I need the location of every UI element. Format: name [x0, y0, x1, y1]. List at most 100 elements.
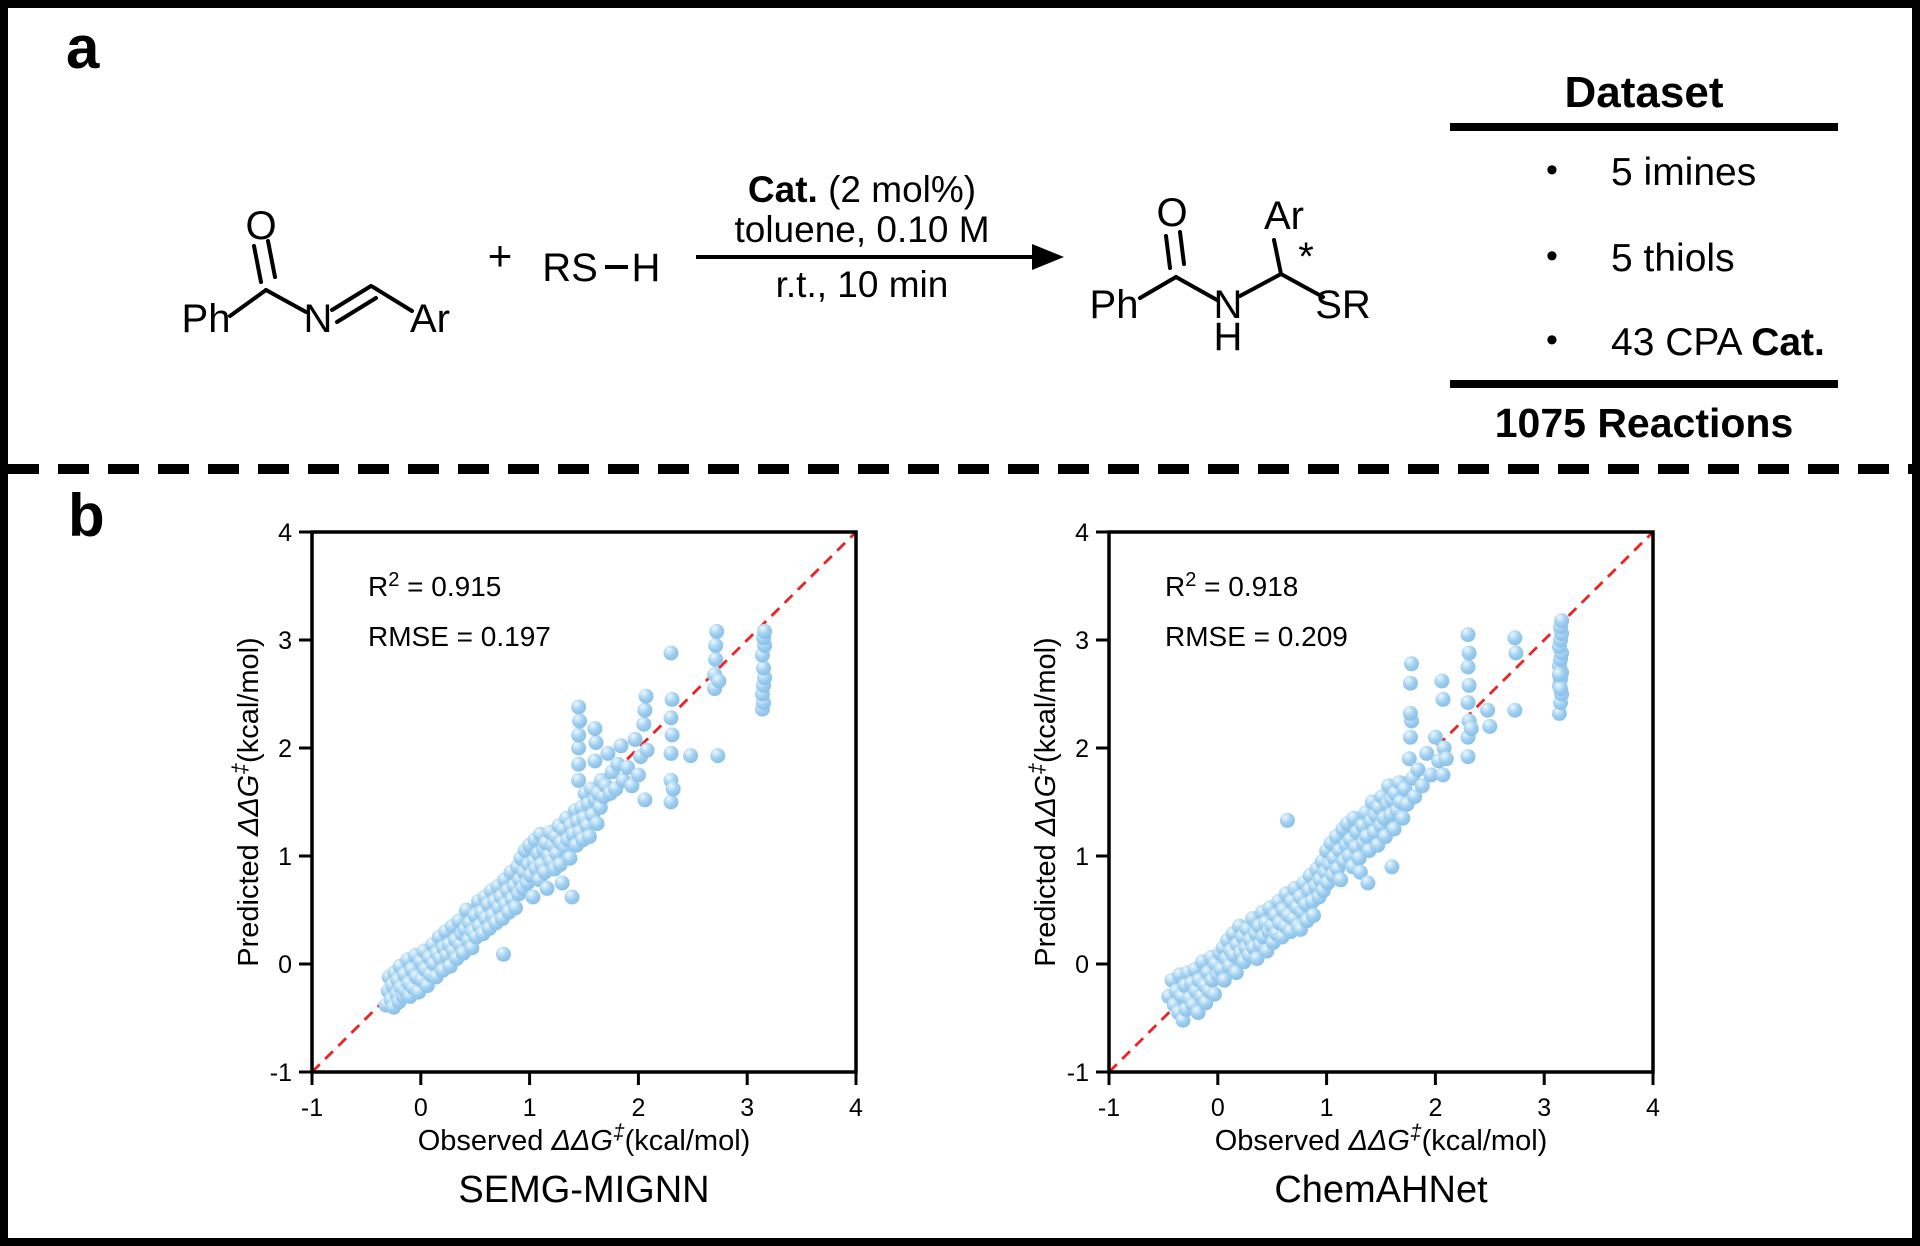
y-tick-label: 0: [1075, 951, 1089, 979]
scatter-point: [1482, 718, 1498, 734]
scatter-point: [709, 623, 725, 639]
x-axis-label: Observed ΔΔG‡(kcal/mol): [418, 1121, 751, 1157]
imine-n-label: N: [304, 297, 333, 341]
y-tick-label: -1: [270, 1059, 292, 1087]
identity-line: [311, 531, 857, 1073]
scatter-point: [620, 759, 635, 775]
x-tick-label: 1: [523, 1094, 537, 1122]
scatter-point: [1434, 673, 1450, 689]
x-tick-label: 2: [1428, 1094, 1442, 1122]
scatter-plot-chemahnet: -1 0 1 2 3 4 -1 0 1 2 3 4 R2 = 0.918 RMSE = 0.209 Obse…: [1026, 519, 1660, 1211]
thiol-h-label: H: [632, 246, 661, 290]
bullet-icon: •: [1546, 237, 1558, 275]
scatter-point: [1228, 965, 1244, 981]
scatter-point: [1401, 751, 1417, 767]
scatter-point: [1360, 875, 1376, 891]
scatter-points: [1161, 613, 1570, 1028]
y-tick-label: 0: [278, 951, 292, 979]
panel-a-label: a: [66, 14, 100, 81]
scatter-point: [636, 716, 652, 732]
scatter-point: [1352, 864, 1368, 880]
scatter-point: [1507, 630, 1523, 646]
scatter-point: [600, 745, 616, 761]
scatter-point: [1404, 656, 1419, 672]
scatter-point: [508, 900, 523, 916]
reaction-arrow: [696, 244, 1064, 270]
scatter-point: [1419, 745, 1435, 761]
scatter-point: [1306, 907, 1321, 923]
conditions-line1: Cat. (2 mol%): [748, 169, 976, 210]
scatter-point: [1407, 789, 1423, 805]
dataset-rule-top: [1450, 123, 1838, 131]
scatter-point: [525, 889, 541, 905]
y-tick-label: 3: [278, 627, 292, 655]
bullet-icon: •: [1546, 151, 1558, 189]
scatter-point: [571, 699, 587, 715]
reaction-scheme: Ph O N Ar + RS H Cat. (2 mol%) toluene, …: [182, 169, 1371, 359]
scatter-point: [613, 738, 629, 754]
conditions-line2: toluene, 0.10 M: [734, 209, 989, 250]
r2-stat: R2 = 0.915: [368, 569, 501, 602]
plot-title: ChemAHNet: [1274, 1169, 1488, 1211]
x-tick-label: -1: [1098, 1094, 1120, 1122]
scatter-point: [663, 645, 679, 661]
dataset-item-imines: • 5 imines: [1450, 149, 1838, 197]
scatter-point: [571, 727, 587, 743]
scatter-point: [496, 946, 511, 962]
scatter-point: [683, 748, 699, 764]
scatter-point: [624, 778, 640, 794]
y-axis-label: Predicted ΔΔG‡(kcal/mol): [229, 637, 265, 966]
y-tick-label: 4: [1075, 519, 1089, 547]
plot-box: [310, 530, 858, 1074]
product-nh-label: H: [1214, 315, 1243, 359]
scatter-point: [757, 623, 773, 639]
scatter-point: [1386, 821, 1402, 837]
imine-bonds: [228, 239, 414, 324]
scatter-point: [637, 792, 653, 808]
x-axis-label: Observed ΔΔG‡(kcal/mol): [1215, 1121, 1548, 1157]
scatter-point: [587, 721, 603, 737]
thiol-rs-label: RS: [542, 246, 598, 290]
panel-b-label: b: [68, 482, 105, 549]
product-sr-label: SR: [1315, 283, 1371, 327]
imine-o-label: O: [245, 204, 276, 248]
dataset-rule-bottom: [1450, 380, 1838, 388]
dataset-panel: Dataset • 5 imines • 5 thiols • 43 CPA C…: [1450, 55, 1838, 475]
scatter-point: [1395, 810, 1411, 826]
dataset-item-thiols: • 5 thiols: [1450, 235, 1838, 283]
scatter-point: [587, 753, 603, 769]
y-tick-label: 1: [1075, 843, 1089, 871]
scatter-point: [1402, 675, 1418, 691]
y-axis-label: Predicted ΔΔG‡(kcal/mol): [1026, 637, 1062, 966]
scatter-point: [637, 702, 653, 718]
scatter-point: [665, 781, 681, 797]
scatter-point: [1438, 751, 1454, 767]
scatter-point: [663, 794, 679, 810]
scatter-point: [1463, 721, 1479, 737]
product-ph-label: Ph: [1090, 283, 1139, 327]
arrow-head-icon: [1032, 244, 1064, 270]
scatter-point: [639, 742, 655, 758]
scatter-point: [571, 772, 587, 788]
y-tick-label: 2: [1075, 735, 1089, 763]
scatter-point: [708, 651, 724, 667]
scatter-point: [663, 745, 679, 761]
r2-stat: R2 = 0.918: [1165, 569, 1298, 602]
x-tick-label: 1: [1320, 1094, 1334, 1122]
dataset-title: Dataset: [1564, 68, 1724, 117]
scatter-point: [1402, 705, 1418, 721]
scatter-point: [581, 829, 597, 845]
y-tick-label: 4: [278, 519, 292, 547]
x-tick-label: -1: [301, 1094, 323, 1122]
conditions-below: r.t., 10 min: [776, 264, 949, 305]
scatter-point: [1207, 986, 1222, 1002]
scatter-point: [572, 713, 588, 729]
scatter-point: [711, 673, 727, 689]
x-tick-label: 4: [849, 1094, 863, 1122]
scatter-point: [1435, 691, 1451, 707]
scatter-points: [378, 623, 773, 1015]
scatter-point: [1553, 681, 1568, 697]
scatter-point: [1410, 762, 1426, 778]
scatter-point: [562, 850, 578, 866]
x-tick-label: 0: [414, 1094, 428, 1122]
